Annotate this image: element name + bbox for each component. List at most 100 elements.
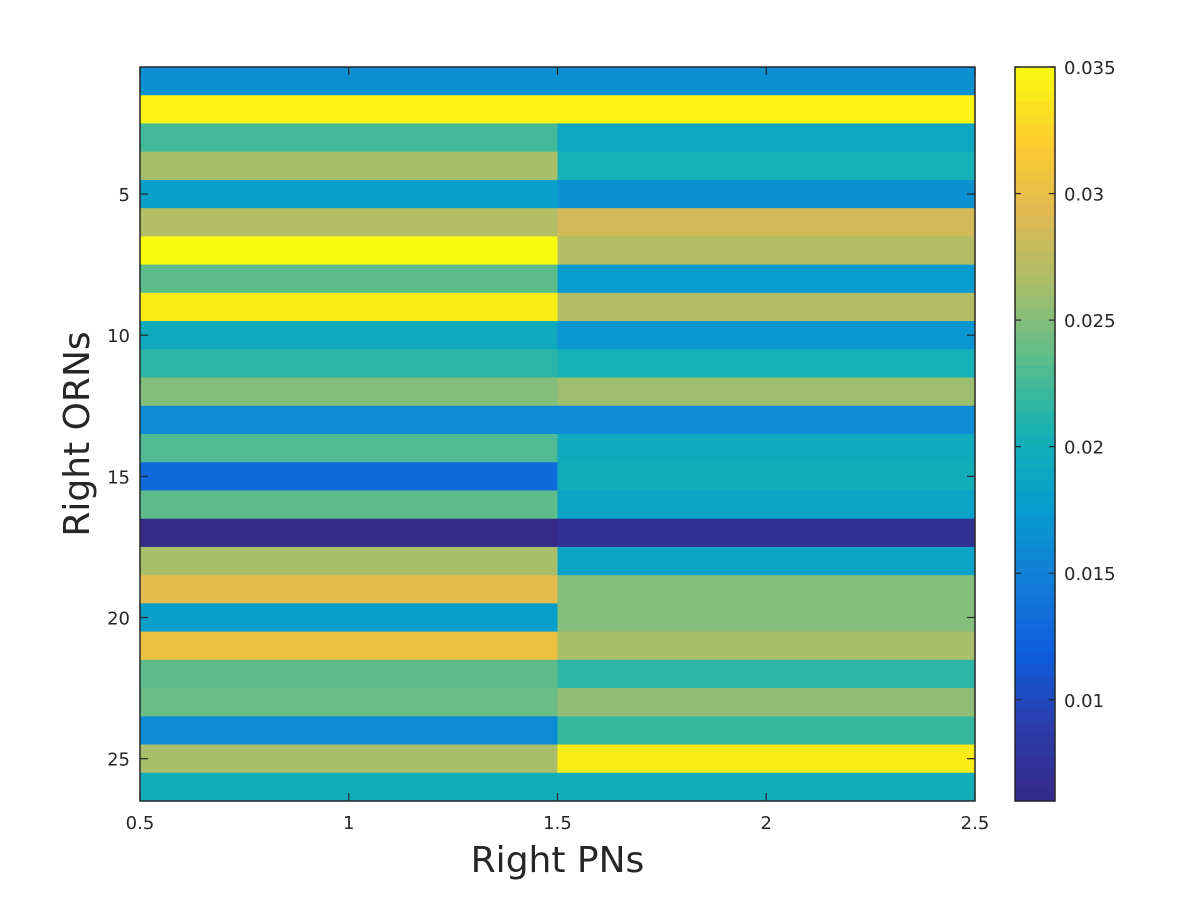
colorbar-segment [1015,709,1055,722]
heatmap-cell-r20-c1 [140,603,558,633]
colorbar-segment [1015,365,1055,378]
colorbar-segment [1015,307,1055,320]
heatmap-cell-r8-c2 [557,264,976,294]
heatmap-cell-r21-c1 [140,631,558,661]
colorbar-segment [1015,732,1055,745]
heatmap-cell-r5-c2 [557,179,976,209]
y-tick-label: 20 [107,609,130,630]
y-tick-label: 10 [107,326,130,347]
colorbar-segment [1015,112,1055,125]
heatmap-cell-r10-c2 [557,321,976,350]
colorbar-segment [1015,388,1055,401]
heatmap-cell-r18-c2 [557,546,976,576]
colorbar-segment [1015,583,1055,596]
heatmap-cell-r25-c1 [140,744,558,774]
colorbar-segment [1015,491,1055,504]
colorbar-segment [1015,261,1055,275]
colorbar-segment [1015,525,1055,538]
colorbar-segment [1015,617,1055,630]
colorbar-segment [1015,560,1055,573]
colorbar-segment [1015,606,1055,619]
x-tick-label: 1.5 [543,813,572,834]
colorbar-segment [1015,411,1055,424]
colorbar-segment [1015,434,1055,447]
colorbar-segment [1015,319,1055,332]
colorbar-segment [1015,250,1055,263]
colorbar-segment [1015,766,1055,779]
colorbar-segment [1015,502,1055,515]
heatmap-cell-r6-c2 [557,208,976,237]
heatmap-cell-r19-c1 [140,575,558,604]
colorbar-segment [1015,697,1055,710]
colorbar-segment [1015,651,1055,664]
heatmap-cell-r21-c2 [557,631,976,661]
colorbar-tick-label: 0.01 [1064,691,1104,712]
colorbar-segment [1015,216,1055,229]
heatmap-cell-r13-c1 [140,405,558,435]
colorbar-segment [1015,158,1055,171]
colorbar-segment [1015,548,1055,561]
y-tick-label: 5 [119,185,130,206]
colorbar-segment [1015,571,1055,584]
colorbar-segment [1015,284,1055,297]
colorbar-segment [1015,67,1055,80]
heatmap-cell-r16-c1 [140,490,558,520]
colorbar-segment [1015,204,1055,217]
colorbar-tick-label: 0.025 [1064,311,1116,332]
y-axis-title: Right ORNs [57,331,98,536]
colorbar-segment [1015,456,1055,470]
colorbar-segment [1015,399,1055,412]
heatmap-cell-r19-c2 [557,575,976,604]
heatmap-cell-r9-c1 [140,292,558,322]
heatmap-cell-r24-c1 [140,716,558,746]
heatmap-cell-r17-c2 [557,518,976,548]
heatmap-cell-r20-c2 [557,603,976,633]
x-tick-label: 2.5 [961,813,990,834]
heatmap-cell-r22-c2 [557,659,976,689]
colorbar-segment [1015,640,1055,653]
heatmap-cell-r14-c2 [557,434,976,463]
colorbar-segment [1015,778,1055,791]
colorbar-tick-label: 0.02 [1064,438,1104,459]
heatmap-cell-r17-c1 [140,518,558,548]
colorbar-segment [1015,445,1055,458]
heatmap-cell-r15-c1 [140,462,558,491]
colorbar-segment [1015,124,1055,137]
colorbar-segment [1015,227,1055,240]
heatmap-cell-r12-c1 [140,377,558,407]
heatmap-cell-r16-c2 [557,490,976,520]
heatmap-cells [140,67,976,802]
colorbar-segment [1015,170,1055,183]
heatmap-cell-r7-c1 [140,236,558,266]
colorbar-segment [1015,537,1055,550]
colorbar-segment [1015,330,1055,343]
colorbar-segment [1015,147,1055,160]
heatmap-cell-r6-c1 [140,208,558,237]
colorbar-segment [1015,743,1055,756]
heatmap-cell-r4-c1 [140,151,558,181]
heatmap-cell-r4-c2 [557,151,976,181]
colorbar-segment [1015,296,1055,309]
colorbar-tick-label: 0.015 [1064,564,1116,585]
x-tick-label: 0.5 [126,813,155,834]
colorbar-segment [1015,755,1055,768]
colorbar-segment [1015,353,1055,366]
colorbar-tick-label: 0.035 [1064,58,1116,79]
heatmap-cell-r24-c2 [557,716,976,746]
colorbar-segment [1015,101,1055,114]
heatmap-cell-r8-c1 [140,264,558,294]
heatmap-cell-r9-c2 [557,292,976,322]
colorbar: 0.01 0.015 0.02 0.025 0.03 0.035 [1014,58,1116,802]
colorbar-segment [1015,789,1055,802]
colorbar-segment [1015,468,1055,481]
colorbar-segment [1015,239,1055,252]
heatmap-cell-r12-c2 [557,377,976,407]
colorbar-segment [1015,663,1055,676]
heatmap-cell-r2-c1 [140,95,558,124]
colorbar-segment [1015,342,1055,355]
colorbar-segment [1015,422,1055,435]
colorbar-segment [1015,181,1055,194]
heatmap-cell-r23-c2 [557,688,976,717]
